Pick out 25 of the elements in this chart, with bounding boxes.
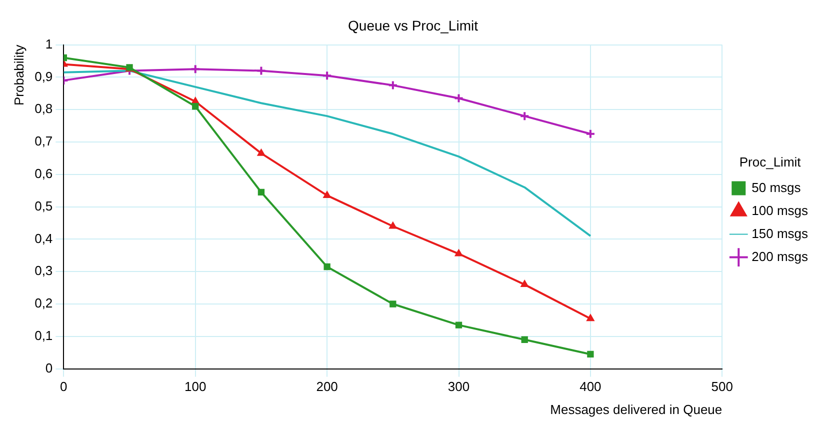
legend-label: 50 msgs	[752, 180, 802, 195]
x-tick-label: 0	[60, 379, 68, 394]
x-axis-title: Messages delivered in Queue	[550, 402, 722, 417]
legend-label: 150 msgs	[752, 226, 808, 241]
x-tick-label: 300	[448, 379, 470, 394]
legend-title: Proc_Limit	[739, 154, 802, 170]
legend-label: 200 msgs	[752, 248, 808, 264]
y-tick-label: 0,6	[34, 166, 53, 181]
x-tick-label: 400	[580, 379, 602, 394]
x-tick-label: 500	[711, 379, 733, 394]
chart-title: Queue vs Proc_Limit	[348, 17, 478, 34]
y-tick-label: 0,1	[34, 328, 53, 343]
y-tick-label: 0,5	[34, 198, 53, 214]
legend-label: 100 msgs	[752, 202, 808, 218]
x-tick-label: 100	[184, 379, 206, 394]
y-tick-label: 0,4	[34, 230, 53, 246]
y-tick-label: 1	[45, 36, 53, 52]
x-tick-label: 200	[316, 379, 338, 394]
y-tick-label: 0	[45, 360, 53, 376]
y-tick-label: 0,2	[34, 296, 53, 311]
y-axis-title: Probability	[11, 44, 26, 106]
y-tick-label: 0,7	[34, 134, 53, 149]
y-tick-label: 0,3	[34, 263, 53, 278]
y-tick-label: 0,9	[34, 68, 53, 84]
y-tick-label: 0,8	[34, 101, 53, 116]
